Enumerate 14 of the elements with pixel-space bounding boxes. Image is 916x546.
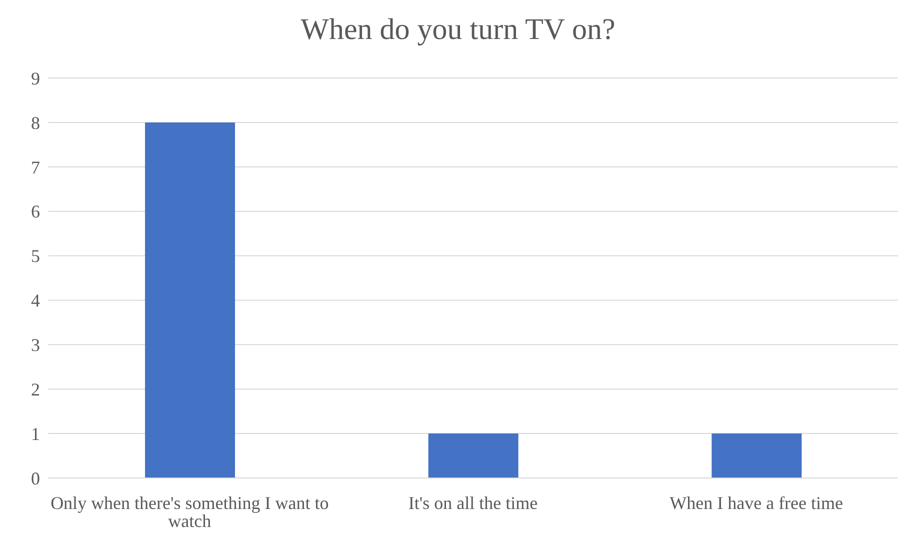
y-tick-label: 0 [31,468,40,488]
y-tick-label: 3 [31,335,40,356]
x-tick-label: It's on all the time [408,492,538,513]
chart-title: When do you turn TV on? [300,12,616,48]
x-tick-label: Only when there's something I want to watch [50,492,329,531]
y-tick-label: 9 [31,68,40,88]
y-tick-label: 2 [31,380,40,400]
y-tick-label: 7 [31,157,40,178]
x-tick-label: When I have a free time [670,492,844,513]
y-tick-label: 1 [31,424,40,444]
y-tick-label: 5 [31,246,40,266]
y-tick-label: 4 [31,290,40,311]
y-tick-label: 6 [31,202,40,222]
y-tick-label: 8 [31,112,40,133]
